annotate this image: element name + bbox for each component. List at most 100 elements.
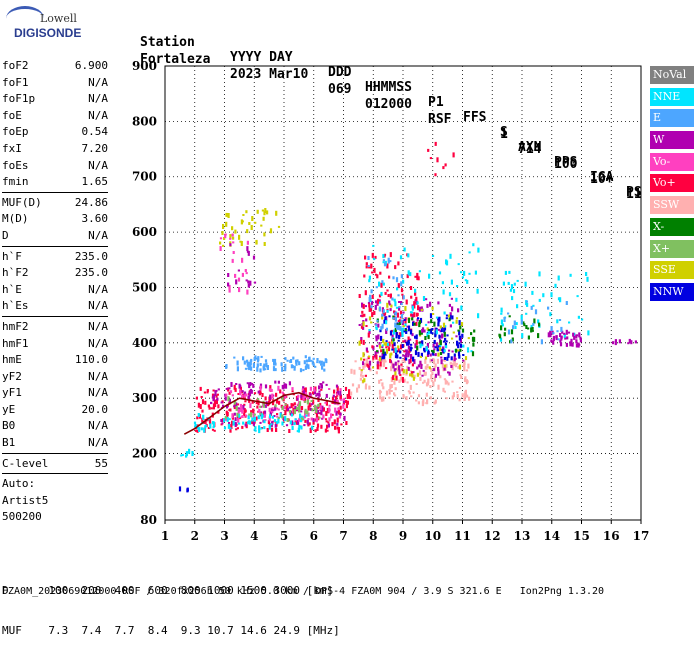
echo-point <box>377 359 380 364</box>
echo-point <box>345 400 348 403</box>
echo-point <box>397 294 400 297</box>
echo-point <box>400 301 403 305</box>
echo-point <box>328 417 331 422</box>
echo-point <box>388 396 391 399</box>
legend-noval: NoVal <box>650 66 694 84</box>
param-d: D N/A <box>2 228 108 245</box>
echo-point <box>390 366 393 372</box>
echo-point <box>224 415 227 419</box>
echo-point <box>555 335 558 341</box>
echo-point <box>464 279 467 282</box>
echo-point <box>499 334 502 339</box>
echo-point <box>531 290 534 295</box>
echo-point <box>391 341 394 345</box>
echo-point <box>430 368 433 372</box>
echo-point <box>392 329 396 335</box>
echo-point <box>339 393 342 399</box>
echo-point <box>581 318 584 321</box>
echo-point <box>381 356 384 360</box>
echo-point <box>267 420 270 425</box>
echo-point <box>442 166 445 170</box>
param-value: N/A <box>88 336 108 350</box>
echo-point <box>402 325 405 328</box>
echo-point <box>315 408 318 413</box>
echo-point <box>388 315 391 318</box>
echo-point <box>403 247 406 252</box>
echo-point <box>233 356 236 359</box>
echo-point <box>210 407 213 410</box>
echo-point <box>268 388 271 392</box>
echo-point <box>407 350 410 356</box>
echo-point <box>392 317 395 320</box>
echo-point <box>458 354 461 359</box>
echo-point <box>212 394 215 400</box>
echo-point <box>550 326 553 331</box>
echo-point <box>418 341 421 344</box>
param-value: N/A <box>88 419 108 433</box>
echo-point <box>322 414 325 419</box>
echo-point <box>237 417 240 423</box>
echo-point <box>248 222 251 225</box>
echo-point <box>336 426 339 430</box>
echo-point <box>350 368 353 374</box>
param-md: M(D) 3.60 <box>2 211 108 228</box>
echo-point <box>234 229 237 234</box>
echo-point <box>299 413 302 419</box>
param-key: hmE <box>2 353 22 367</box>
echo-point <box>398 301 401 303</box>
echo-point <box>435 316 439 319</box>
echo-point <box>288 410 292 413</box>
echo-point <box>420 364 423 369</box>
param-key: D <box>2 228 9 242</box>
echo-point <box>434 399 437 404</box>
echo-point <box>342 402 345 405</box>
logo-line1: Lowell <box>40 12 77 25</box>
legend-sse: SSE <box>650 261 694 280</box>
echo-point <box>310 400 313 403</box>
echo-point <box>423 329 426 333</box>
echo-point <box>419 343 422 349</box>
echo-point <box>286 359 289 362</box>
echo-point <box>253 357 256 362</box>
echo-point <box>374 351 377 357</box>
echo-point <box>421 340 424 346</box>
echo-point <box>203 427 206 433</box>
echo-point <box>318 390 321 393</box>
echo-point <box>394 387 397 391</box>
echo-point <box>434 333 437 338</box>
echo-point <box>296 359 299 363</box>
echo-point <box>448 292 452 297</box>
echo-point <box>374 273 378 276</box>
hdr-iga-val: 10+ <box>590 172 614 187</box>
echo-point <box>385 327 388 331</box>
echo-point <box>284 410 287 416</box>
param-key: B1 <box>2 436 16 450</box>
echo-point <box>443 390 446 393</box>
echo-point <box>383 312 387 316</box>
echo-point <box>390 390 393 392</box>
echo-point <box>373 310 376 315</box>
echo-point <box>569 273 572 277</box>
echo-point <box>236 427 239 430</box>
echo-point <box>400 314 404 318</box>
echo-point <box>333 419 336 425</box>
echo-point <box>376 344 379 347</box>
echo-point <box>237 269 240 272</box>
echo-point <box>277 408 280 411</box>
echo-point <box>527 327 530 330</box>
echo-point <box>463 360 466 365</box>
param-yf1: yF1 N/A <box>2 385 108 402</box>
echo-point <box>320 424 323 429</box>
echo-point <box>284 383 288 389</box>
echo-point <box>438 334 441 339</box>
echo-point <box>461 276 464 279</box>
echo-point <box>415 321 418 326</box>
echo-point <box>307 364 310 369</box>
echo-point <box>303 390 306 395</box>
echo-point <box>217 410 220 414</box>
echo-point <box>268 424 271 430</box>
echo-point <box>379 395 382 400</box>
echo-point <box>458 386 462 389</box>
echo-point <box>231 420 234 425</box>
echo-point <box>307 418 310 420</box>
